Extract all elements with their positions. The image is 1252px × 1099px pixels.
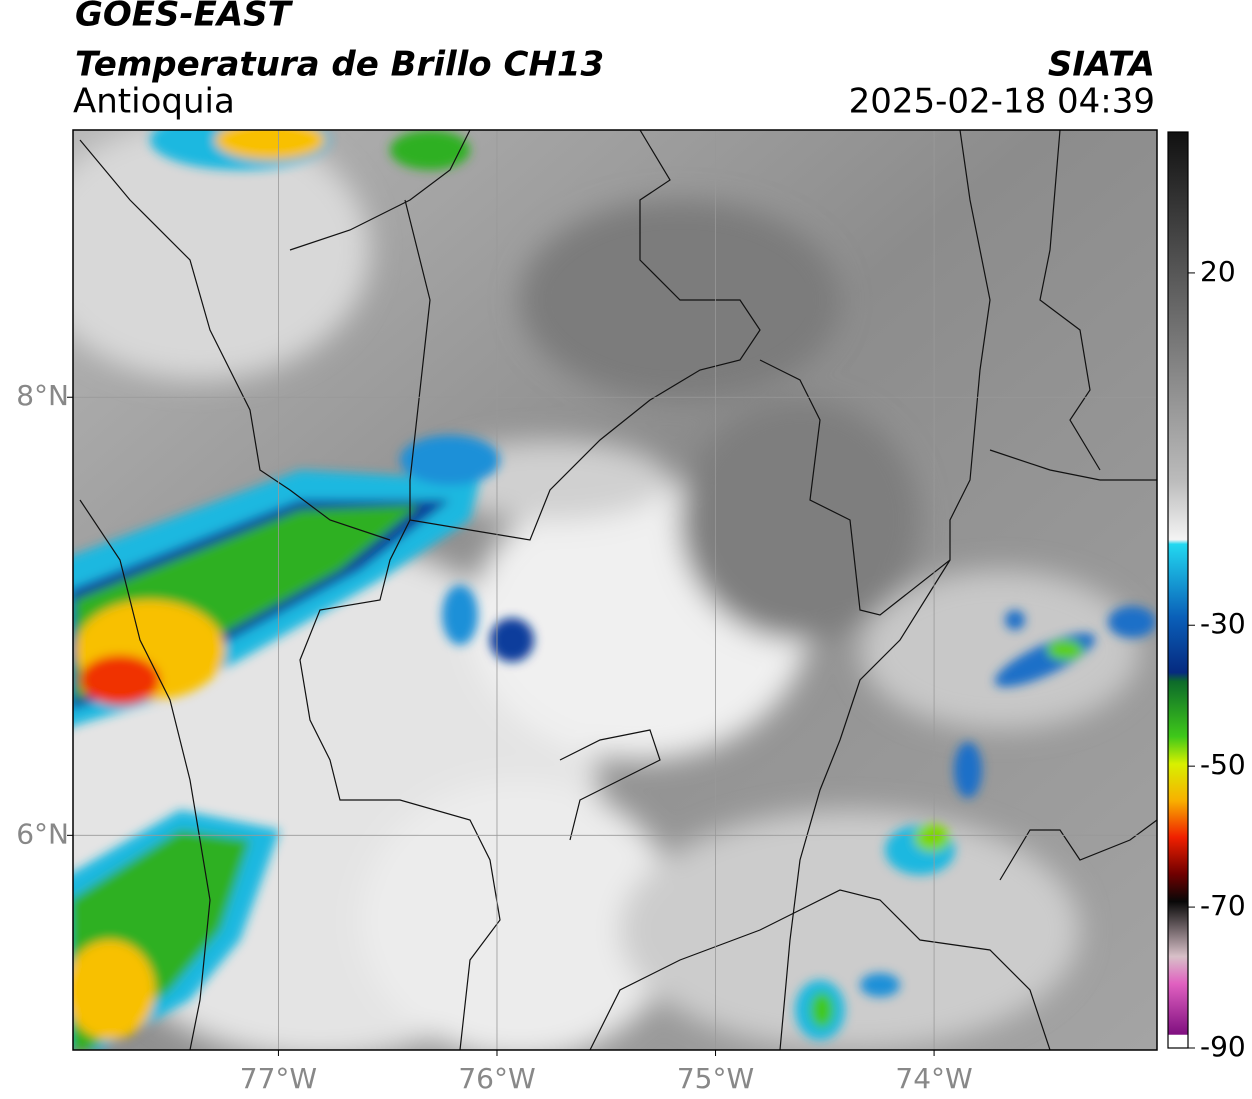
colorbar-tick-label: -30 — [1200, 607, 1246, 640]
colorbar-tick-label: -70 — [1200, 889, 1246, 922]
y-tick-label: 6°N — [16, 817, 69, 850]
plot-frame — [72, 129, 1158, 1051]
x-tick-label: 76°W — [458, 1062, 535, 1095]
x-tick-label: 75°W — [677, 1062, 754, 1095]
imagery — [73, 130, 1157, 1050]
datetime: 2025-02-18 04:39 — [849, 82, 1155, 122]
colorbar-tick-label: -90 — [1200, 1030, 1246, 1063]
colorbar-tick-label: -50 — [1200, 748, 1246, 781]
source: SIATA — [1048, 45, 1155, 85]
x-tick-label: 77°W — [240, 1062, 317, 1095]
title: GOES-EAST — [75, 0, 294, 35]
y-tick-label: 8°N — [16, 379, 69, 412]
region: Antioquia — [73, 82, 235, 122]
grid — [73, 130, 1157, 1050]
subtitle: Temperatura de Brillo CH13 — [75, 45, 604, 85]
colorbar-tick-label: 20 — [1200, 255, 1236, 288]
x-tick-label: 74°W — [895, 1062, 972, 1095]
colorbar — [1167, 131, 1189, 1049]
